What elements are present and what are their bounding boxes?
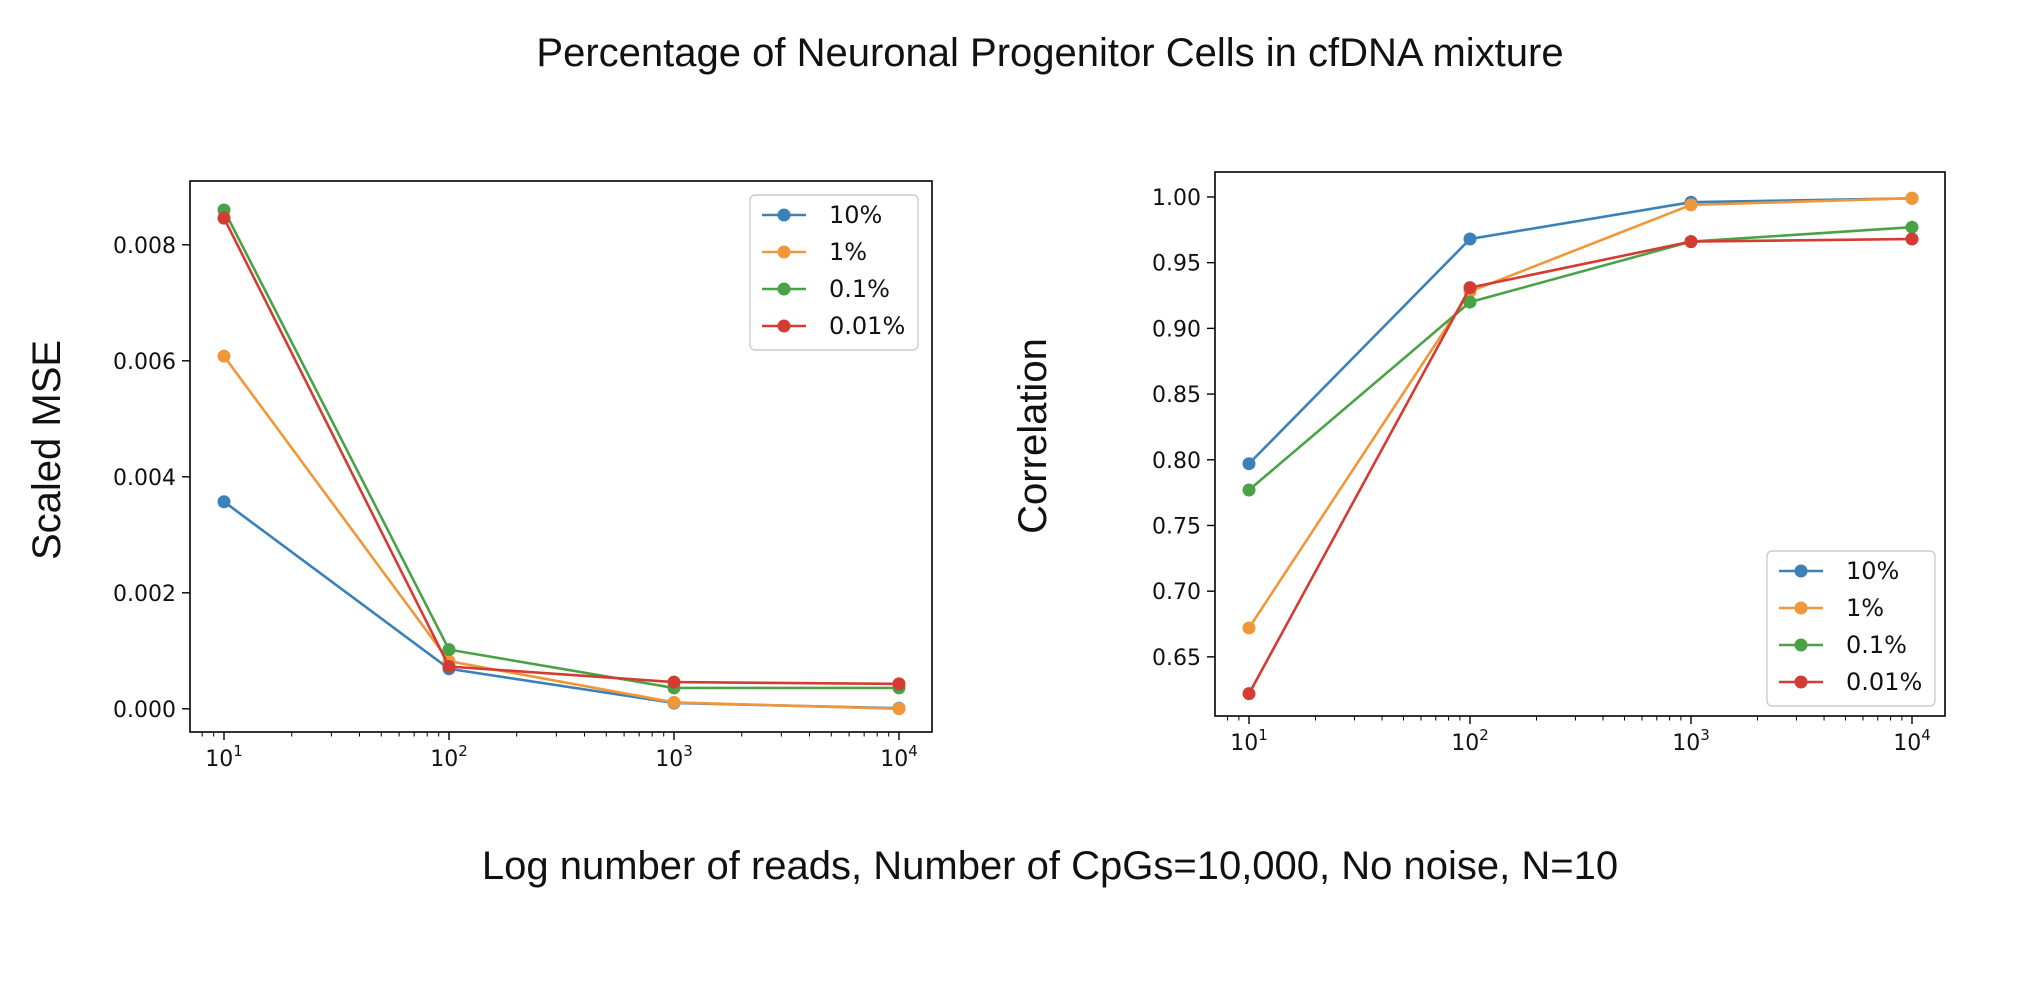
- series-1%: [217, 349, 906, 716]
- y-tick-label: 0.80: [1152, 449, 1201, 474]
- legend-entry: 0.01%: [762, 312, 905, 340]
- x-tick-label: 104: [880, 742, 918, 772]
- legend-swatch-marker: [777, 245, 791, 259]
- y-tick-label: 0.008: [113, 234, 176, 259]
- x-tick-label: 103: [1672, 726, 1710, 756]
- y-tick-label: 0.006: [113, 350, 176, 375]
- legend-label: 0.1%: [1846, 631, 1907, 659]
- legend-entry: 1%: [1779, 594, 1884, 622]
- data-point: [442, 659, 456, 673]
- data-point: [667, 695, 681, 709]
- data-point: [1905, 232, 1919, 246]
- legend-label: 0.01%: [1846, 668, 1922, 696]
- series-line: [222, 217, 900, 686]
- data-point: [1463, 232, 1477, 246]
- legend-swatch-marker: [1794, 675, 1808, 689]
- legend-swatch-marker: [1794, 564, 1808, 578]
- data-point: [217, 495, 231, 509]
- right-y-axis-label: Correlation: [1011, 338, 1055, 534]
- data-point: [1684, 235, 1698, 249]
- data-point: [442, 643, 456, 657]
- legend-entry: 0.1%: [1779, 631, 1907, 659]
- series-0.01%: [217, 211, 906, 691]
- figure-title: Percentage of Neuronal Progenitor Cells …: [536, 31, 1563, 75]
- y-axis-ticks: 0.000 0.002 0.004 0.006 0.008: [113, 234, 190, 723]
- series-line: [222, 209, 899, 690]
- y-tick-label: 0.95: [1152, 252, 1201, 277]
- x-tick-label: 102: [1451, 726, 1489, 756]
- series-0.01%: [1242, 232, 1919, 701]
- series-line: [1248, 225, 1913, 491]
- data-point: [1905, 191, 1919, 205]
- data-point: [1684, 198, 1698, 212]
- x-tick-label: 101: [205, 742, 243, 772]
- data-point: [1905, 220, 1919, 234]
- data-point: [667, 675, 681, 689]
- left-chart-scaled-mse: 101 102 103 104 0.000 0.002 0.004 0.006 0.008 10%…: [113, 180, 933, 772]
- x-tick-label: 104: [1893, 726, 1931, 756]
- x-tick-label: 101: [1230, 726, 1268, 756]
- legend: 10% 1% 0.1% 0.01%: [749, 194, 919, 351]
- y-tick-label: 0.90: [1152, 317, 1201, 342]
- legend-box: [1766, 550, 1936, 707]
- legend-label: 10%: [829, 201, 882, 229]
- series-line: [222, 355, 900, 711]
- left-y-axis-label: Scaled MSE: [25, 340, 69, 560]
- x-axis-ticks: 101 102 103 104: [201, 732, 918, 772]
- y-tick-label: 0.75: [1152, 514, 1201, 539]
- legend-label: 10%: [1846, 557, 1899, 585]
- legend-swatch-marker: [1794, 638, 1808, 652]
- legend-entry: 0.01%: [1779, 668, 1922, 696]
- data-point: [1463, 281, 1477, 295]
- data-point: [1242, 483, 1256, 497]
- x-tick-label: 103: [655, 742, 693, 772]
- series-0.1%: [1242, 220, 1919, 497]
- legend-label: 0.1%: [829, 275, 890, 303]
- data-point: [892, 702, 906, 716]
- data-point: [1242, 687, 1256, 701]
- series-line: [1247, 197, 1913, 629]
- legend-swatch-marker: [777, 319, 791, 333]
- y-tick-label: 0.002: [113, 582, 176, 607]
- data-point: [217, 211, 231, 225]
- x-tick-label: 102: [430, 742, 468, 772]
- legend-label: 0.01%: [829, 312, 905, 340]
- shared-x-axis-label: Log number of reads, Number of CpGs=10,0…: [482, 844, 1618, 888]
- series-line: [1247, 237, 1913, 695]
- y-tick-label: 0.000: [113, 698, 176, 723]
- right-chart-correlation: 101 102 103 104 0.65 0.70 0.75 0.80 0.85 0.90 0.95…: [1152, 171, 1946, 756]
- data-point: [1463, 295, 1477, 309]
- y-tick-label: 1.00: [1152, 186, 1201, 211]
- plot-frame: [1214, 171, 1946, 717]
- y-tick-label: 0.65: [1152, 646, 1201, 671]
- legend-entry: 10%: [1779, 557, 1899, 585]
- legend-label: 1%: [829, 238, 867, 266]
- series-line: [1248, 197, 1913, 465]
- legend-entry: 1%: [762, 238, 867, 266]
- y-tick-label: 0.004: [113, 466, 176, 491]
- legend-box: [749, 194, 919, 351]
- legend: 10% 1% 0.1% 0.01%: [1766, 550, 1936, 707]
- legend-swatch-marker: [777, 282, 791, 296]
- series-line: [223, 500, 900, 710]
- data-point: [1242, 621, 1256, 635]
- y-axis-ticks: 0.65 0.70 0.75 0.80 0.85 0.90 0.95 1.00: [1152, 186, 1215, 671]
- legend-entry: 10%: [762, 201, 882, 229]
- y-tick-label: 0.70: [1152, 580, 1201, 605]
- y-tick-label: 0.85: [1152, 383, 1201, 408]
- x-axis-ticks: 101 102 103 104: [1227, 716, 1931, 756]
- data-point: [217, 349, 231, 363]
- plot-frame: [189, 180, 933, 733]
- data-point: [892, 677, 906, 691]
- legend-label: 1%: [1846, 594, 1884, 622]
- legend-entry: 0.1%: [762, 275, 890, 303]
- data-point: [1242, 457, 1256, 471]
- legend-swatch-marker: [777, 208, 791, 222]
- legend-swatch-marker: [1794, 601, 1808, 615]
